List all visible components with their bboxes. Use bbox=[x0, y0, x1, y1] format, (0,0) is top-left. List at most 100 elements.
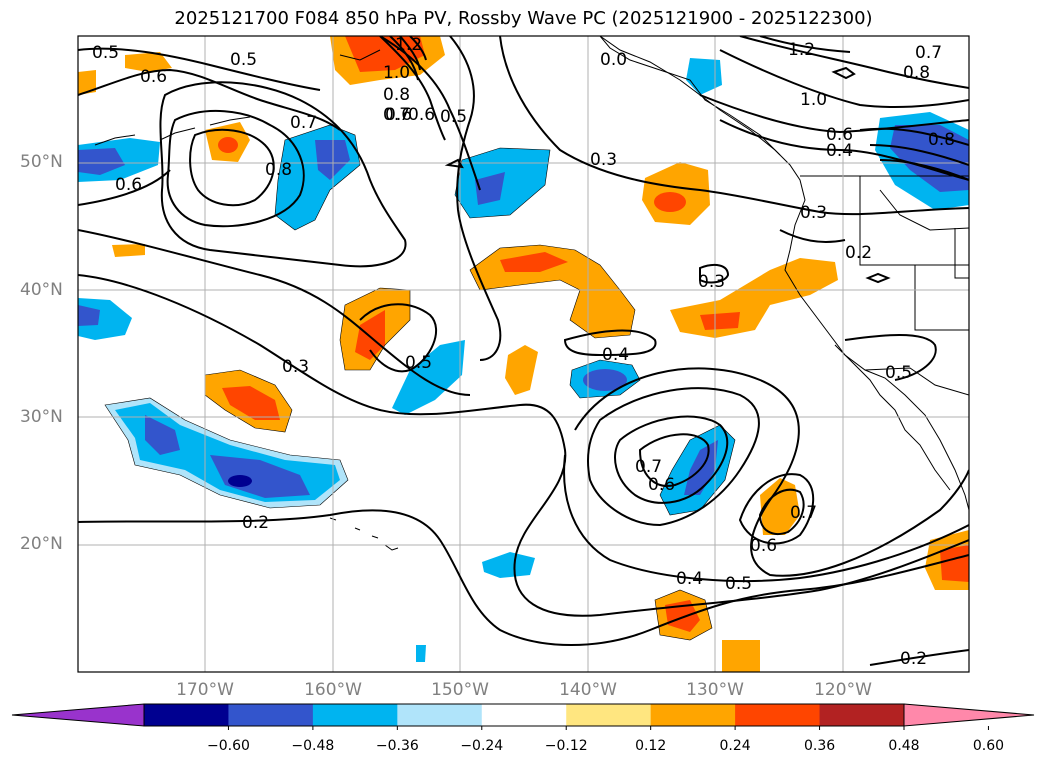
lon-label: 130°W bbox=[686, 680, 744, 700]
state-borders bbox=[859, 176, 969, 331]
contour-0.2-south bbox=[78, 509, 969, 646]
lat-label: 30°N bbox=[20, 407, 63, 427]
colorbar-tick-label: −0.48 bbox=[291, 738, 335, 754]
contour-0.4-trough bbox=[563, 329, 657, 357]
contour-0.5-baja bbox=[844, 334, 937, 381]
neg-anomaly-hawaii-w-inner bbox=[145, 415, 310, 498]
contour-label: 0.8 bbox=[928, 130, 955, 150]
coast-aleutians bbox=[94, 49, 381, 146]
colorbar-tick-label: 0.36 bbox=[803, 738, 836, 754]
hawaii-islands bbox=[329, 517, 399, 551]
lat-label: 50°N bbox=[20, 152, 63, 172]
contour-label: 0.4 bbox=[602, 345, 629, 365]
contour-0.3-north bbox=[499, 36, 969, 216]
contour-0.3-inner bbox=[699, 263, 730, 284]
colorbar-frame bbox=[143, 703, 905, 727]
colorbar-segment bbox=[650, 704, 736, 726]
map-title: 2025121700 F084 850 hPa PV, Rossby Wave … bbox=[174, 8, 873, 29]
contour-0.6-left bbox=[78, 169, 171, 206]
contour-0.4-ne bbox=[719, 119, 969, 181]
contour-1.0-ne bbox=[719, 49, 969, 109]
contour-0.7-ring-sw bbox=[758, 488, 805, 535]
contour-label: 0.8 bbox=[383, 85, 410, 105]
contour-label: 0.7 bbox=[635, 457, 662, 477]
colorbar-segment bbox=[735, 704, 821, 726]
contour-label: 0.6 bbox=[140, 67, 167, 87]
coast-alaska-panhandle bbox=[599, 36, 781, 156]
contour-label: 1.2 bbox=[395, 35, 422, 55]
contour-0.6-cutoff bbox=[614, 415, 729, 504]
pos-anomaly-124w-23n bbox=[760, 478, 800, 535]
colorbar-tick-label: 0.48 bbox=[888, 738, 920, 754]
contour-0.6-ring-sw bbox=[738, 473, 815, 545]
contour-small-loop-2 bbox=[865, 272, 891, 284]
contour-label: 0.0 bbox=[600, 50, 627, 70]
colorbar-tick-label: −0.12 bbox=[544, 738, 588, 754]
lat-label: 20°N bbox=[20, 534, 63, 554]
coast-baja bbox=[834, 344, 951, 491]
contour-label: 0.6 bbox=[648, 475, 675, 495]
contour-label: 0.7 bbox=[915, 43, 942, 63]
lon-label: 170°W bbox=[176, 680, 234, 700]
contour-label: 1.0 bbox=[383, 63, 410, 83]
map-frame bbox=[77, 35, 970, 673]
contour-label: 0.5 bbox=[405, 353, 432, 373]
colorbar-tick-label: 0.24 bbox=[719, 738, 751, 754]
contour-label: 0.6 bbox=[826, 125, 853, 145]
contour-label: 0.5 bbox=[440, 107, 467, 127]
contour-0.7-cutoff bbox=[638, 433, 710, 487]
colorbar-segment bbox=[481, 704, 567, 726]
pos-anomaly-175w-55n bbox=[78, 70, 96, 95]
contour-label: 0.6 bbox=[385, 105, 412, 125]
contour-label: 0.7 bbox=[383, 105, 410, 125]
colorbar-extend-low bbox=[11, 703, 145, 727]
colorbar-segment bbox=[397, 704, 483, 726]
contour-label: 0.2 bbox=[900, 649, 927, 669]
contour-0.5-w bbox=[359, 303, 437, 373]
contour-label: 1.0 bbox=[800, 90, 827, 110]
colorbar-tick-label: 0.12 bbox=[635, 738, 667, 754]
contour-label: 0.6 bbox=[115, 175, 142, 195]
contour-0.3-mid bbox=[78, 274, 969, 617]
contour-label: 0.4 bbox=[826, 141, 853, 161]
contour-label: 0.5 bbox=[885, 363, 912, 383]
lat-label: 40°N bbox=[20, 280, 63, 300]
pos-anomaly-146w-35n bbox=[505, 345, 538, 395]
colorbar-extend-high bbox=[903, 703, 1035, 727]
colorbar-tick-label: −0.60 bbox=[206, 738, 250, 754]
colorbar-segment bbox=[228, 704, 314, 726]
contour-small-loop bbox=[831, 66, 856, 80]
contour-0.7-left-loop bbox=[189, 128, 275, 207]
contour-label: 0.6 bbox=[750, 536, 777, 556]
colorbar-segment bbox=[819, 704, 905, 726]
pv-contours bbox=[78, 36, 969, 666]
contour-label: 0.2 bbox=[845, 243, 872, 263]
pos-anomaly-128w-10n bbox=[722, 640, 760, 672]
neg-anomaly-155w-33n bbox=[392, 340, 465, 415]
contour-label: 0.5 bbox=[725, 574, 752, 594]
contour-0.6-ne bbox=[699, 94, 969, 134]
contour-1.0-gulf bbox=[409, 36, 427, 61]
colorbar-tick-label: 0.60 bbox=[972, 738, 1005, 754]
contour-label: 0.8 bbox=[265, 160, 292, 180]
contour-0.4-sw bbox=[78, 229, 471, 396]
contour-label: 0.5 bbox=[230, 50, 257, 70]
contour-label: 0.5 bbox=[92, 43, 119, 63]
contour-0.6-gulf bbox=[379, 36, 446, 141]
contour-label: 0.7 bbox=[790, 503, 817, 523]
contour-label: 1.2 bbox=[788, 40, 815, 60]
contour-small-loop-3 bbox=[444, 158, 464, 169]
colorbar-tick-label: −0.24 bbox=[460, 738, 504, 754]
colorbar-segment bbox=[566, 704, 652, 726]
contour-label: 0.8 bbox=[903, 63, 930, 83]
contour-label: 0.3 bbox=[800, 203, 827, 223]
contour-0.8-ne bbox=[739, 36, 969, 89]
contour-label: 0.4 bbox=[676, 569, 703, 589]
contour-label: 0.7 bbox=[290, 113, 317, 133]
pos-anomaly-172w-42n bbox=[112, 244, 145, 257]
colorbar-tick-label: −0.36 bbox=[375, 738, 419, 754]
lon-label: 140°W bbox=[559, 680, 617, 700]
contour-0.5-gulf-e bbox=[449, 36, 502, 361]
contour-0.5-left-loop bbox=[159, 81, 407, 268]
coastlines bbox=[94, 36, 969, 551]
